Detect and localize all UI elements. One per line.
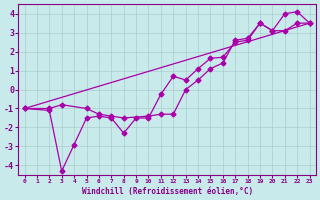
X-axis label: Windchill (Refroidissement éolien,°C): Windchill (Refroidissement éolien,°C) [82, 187, 253, 196]
